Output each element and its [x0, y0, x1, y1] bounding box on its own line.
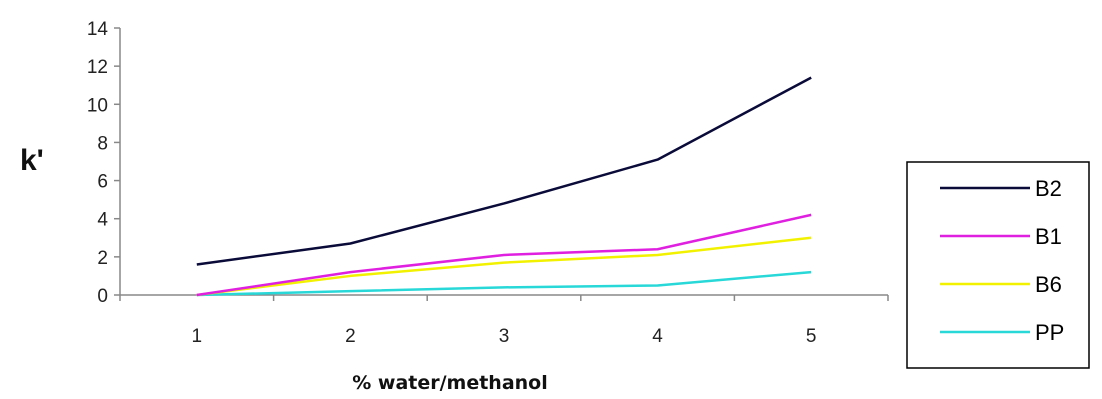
- y-tick-label: 10: [87, 95, 108, 116]
- x-tick-label: 5: [806, 326, 817, 347]
- x-axis-label: % water/methanol: [352, 372, 548, 394]
- y-tick-label: 8: [97, 133, 108, 154]
- y-tick-label: 2: [97, 248, 108, 269]
- x-tick-label: 3: [499, 326, 510, 347]
- y-axis-label: k': [20, 144, 44, 177]
- y-tick-label: 4: [97, 210, 108, 231]
- x-tick-label: 2: [345, 326, 356, 347]
- legend-label-b6: B6: [1035, 272, 1062, 297]
- y-tick-label: 6: [97, 172, 108, 193]
- y-tick-label: 14: [87, 19, 109, 40]
- x-tick-label: 1: [192, 326, 203, 347]
- series-lines: [196, 76, 812, 297]
- legend-label-b1: B1: [1035, 224, 1062, 249]
- series-line-b2: [196, 76, 812, 266]
- series-line-b6: [196, 236, 812, 297]
- series-line-pp: [196, 270, 812, 297]
- series-line-b1: [196, 213, 812, 297]
- legend: B2 B1 B6 PP: [906, 161, 1090, 369]
- y-tick-label: 0: [97, 286, 108, 307]
- x-axis-ticks: 1 2 3 4 5: [119, 295, 889, 347]
- legend-box: [906, 161, 1090, 369]
- legend-label-b2: B2: [1035, 176, 1062, 201]
- x-tick-label: 4: [652, 326, 663, 347]
- y-tick-label: 12: [87, 57, 108, 78]
- legend-label-pp: PP: [1035, 320, 1064, 345]
- y-axis-ticks: 0 2 4 6 8 10 12 14: [87, 19, 120, 307]
